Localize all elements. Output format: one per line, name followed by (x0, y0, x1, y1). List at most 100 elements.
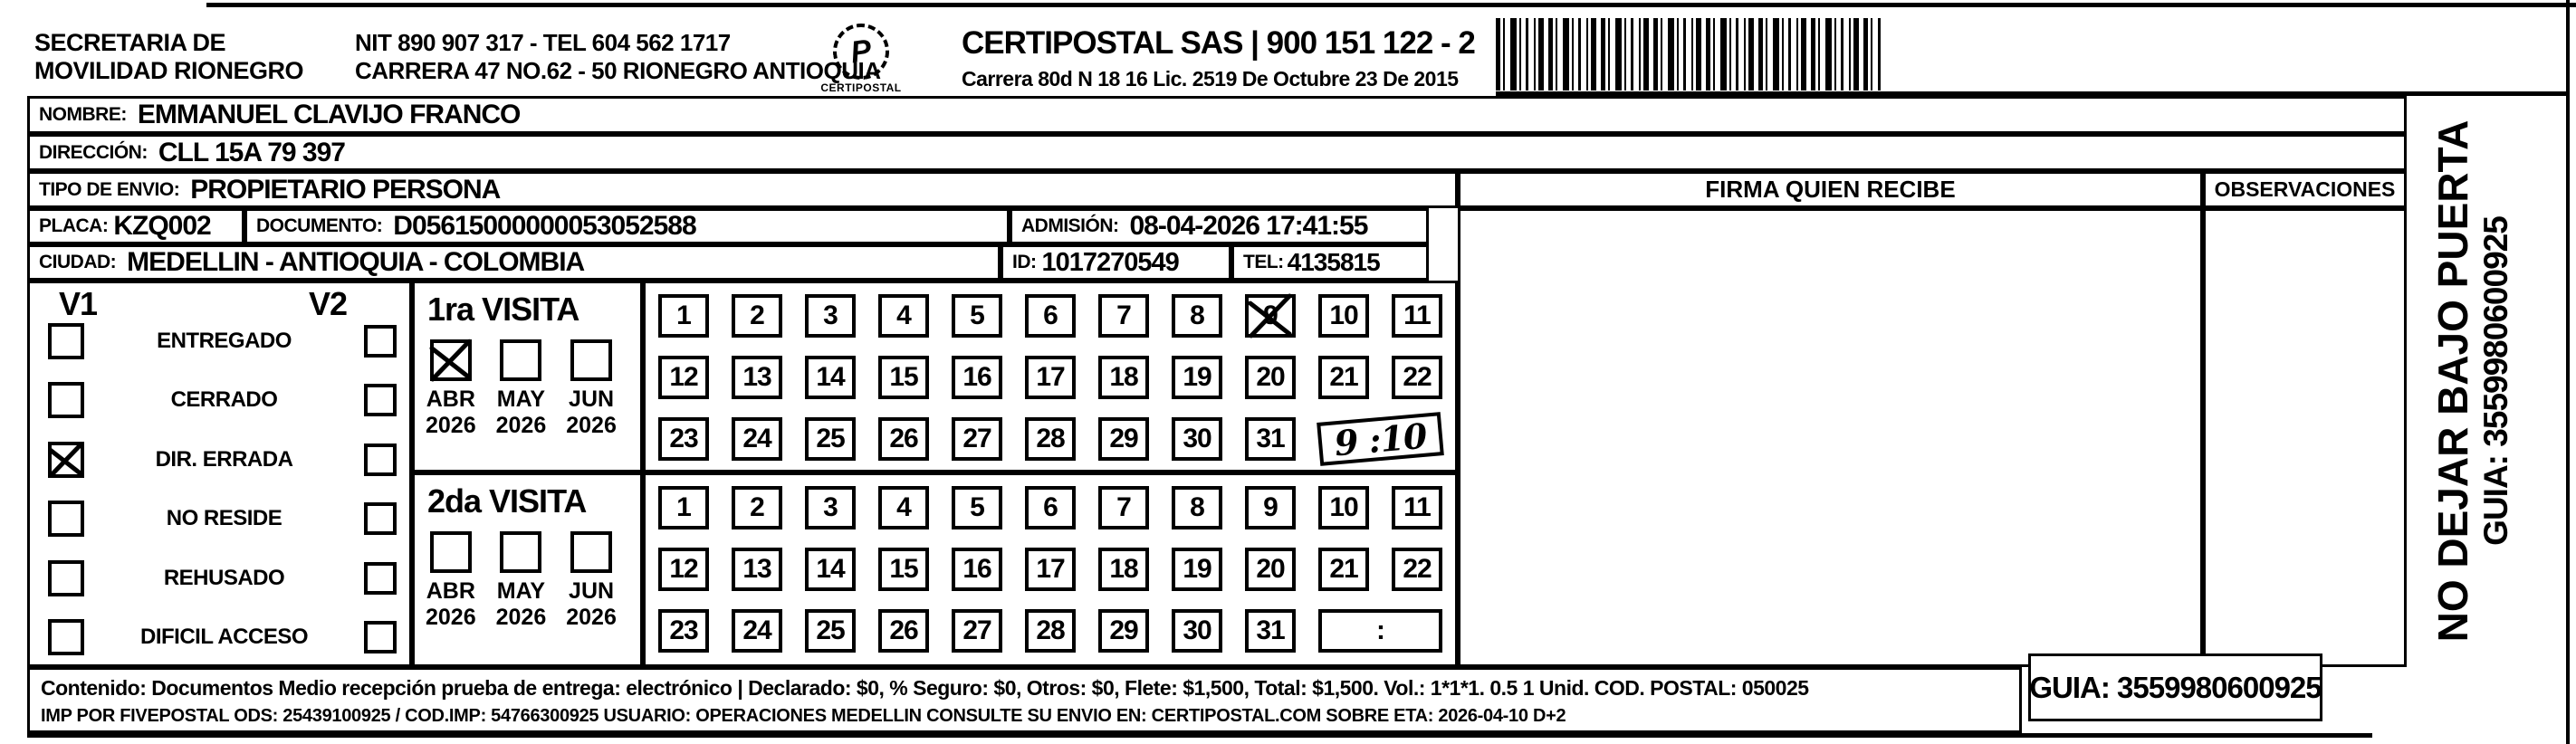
day-cell-12[interactable]: 12 (658, 548, 709, 591)
v2-checkbox[interactable] (364, 502, 397, 536)
v1-checkbox[interactable] (48, 323, 84, 359)
day-cell-28[interactable]: 28 (1025, 417, 1076, 461)
v2-checkbox[interactable] (364, 443, 397, 476)
day-cell-11[interactable]: 11 (1392, 294, 1442, 338)
right-edge-line (2566, 0, 2570, 744)
v1-checkbox[interactable] (48, 559, 84, 596)
v2-checkbox[interactable] (364, 620, 397, 653)
day-cell-24[interactable]: 24 (732, 417, 782, 461)
day-cell-16[interactable]: 16 (952, 356, 1002, 399)
day-cell-27[interactable]: 27 (952, 609, 1002, 653)
month-year: 2026 (566, 413, 617, 438)
month-checkbox-jun[interactable] (570, 531, 613, 573)
day-cell-4[interactable]: 4 (878, 486, 929, 529)
day-cell-13[interactable]: 13 (732, 356, 782, 399)
day-cell-10[interactable]: 10 (1318, 294, 1369, 338)
org-name-line1: SECRETARIA DE (34, 29, 226, 56)
day-cell-14[interactable]: 14 (805, 548, 856, 591)
day-cell-21[interactable]: 21 (1318, 548, 1369, 591)
observaciones-area[interactable] (2203, 208, 2407, 667)
day-cell-15[interactable]: 15 (878, 356, 929, 399)
status-row: ENTREGADO (48, 323, 397, 359)
day-cell-14[interactable]: 14 (805, 356, 856, 399)
day-cell-6[interactable]: 6 (1025, 486, 1076, 529)
day-cell-17[interactable]: 17 (1025, 356, 1076, 399)
day-cell-16[interactable]: 16 (952, 548, 1002, 591)
day-cell-25[interactable]: 25 (805, 417, 856, 461)
day-cell-29[interactable]: 29 (1098, 609, 1149, 653)
org-contact: NIT 890 907 317 - TEL 604 562 1717 CARRE… (355, 29, 881, 85)
day-cell-9[interactable]: 9 (1245, 294, 1296, 338)
day-cell-10[interactable]: 10 (1318, 486, 1369, 529)
day-cell-8[interactable]: 8 (1172, 294, 1222, 338)
day-cell-1[interactable]: 1 (658, 486, 709, 529)
day-cell-2[interactable]: 2 (732, 486, 782, 529)
v1-checkbox[interactable] (48, 501, 84, 538)
day-cell-11[interactable]: 11 (1392, 486, 1442, 529)
company-address: Carrera 80d N 18 16 Lic. 2519 De Octubre… (962, 67, 1459, 91)
day-cell-15[interactable]: 15 (878, 548, 929, 591)
day-cell-12[interactable]: 12 (658, 356, 709, 399)
v1-column-header: V1 (59, 285, 98, 322)
month-checkbox-abr[interactable] (429, 339, 472, 381)
day-cell-3[interactable]: 3 (805, 294, 856, 338)
day-cell-27[interactable]: 27 (952, 417, 1002, 461)
day-cell-26[interactable]: 26 (878, 609, 929, 653)
day-cell-22[interactable]: 22 (1392, 356, 1442, 399)
day-cell-5[interactable]: 5 (952, 486, 1002, 529)
certipostal-seal-icon: P (828, 19, 894, 84)
visit2-day-grid-cell: 1 2 3 4 5 6 7 8 9 10 11 12 13 14 15 16 17 18 19 20 21 22 23 24 2… (643, 472, 1458, 667)
day-cell-25[interactable]: 25 (805, 609, 856, 653)
firma-signature-area[interactable] (1458, 208, 2203, 667)
month-checkbox-jun[interactable] (570, 339, 613, 381)
day-cell-2[interactable]: 2 (732, 294, 782, 338)
v1-checkbox[interactable] (48, 618, 84, 655)
day-cell-20[interactable]: 20 (1245, 356, 1296, 399)
month-checkbox-may[interactable] (500, 339, 542, 381)
day-cell-4[interactable]: 4 (878, 294, 929, 338)
day-cell-5[interactable]: 5 (952, 294, 1002, 338)
v2-checkbox[interactable] (364, 384, 397, 417)
time-cell[interactable]: : (1318, 609, 1442, 653)
day-cell-23[interactable]: 23 (658, 609, 709, 653)
day-cell-6[interactable]: 6 (1025, 294, 1076, 338)
day-cell-30[interactable]: 30 (1172, 417, 1222, 461)
v1-checkbox[interactable] (48, 382, 84, 419)
day-cell-21[interactable]: 21 (1318, 356, 1369, 399)
v1-checkbox[interactable] (48, 441, 84, 478)
day-cell-3[interactable]: 3 (805, 486, 856, 529)
day-cell-13[interactable]: 13 (732, 548, 782, 591)
v2-checkbox[interactable] (364, 325, 397, 358)
day-cell-20[interactable]: 20 (1245, 548, 1296, 591)
day-cell-24[interactable]: 24 (732, 609, 782, 653)
cell-ciudad: CIUDAD: MEDELLIN - ANTIOQUIA - COLOMBIA (27, 244, 1001, 281)
day-cell-31[interactable]: 31 (1245, 609, 1296, 653)
day-cell-7[interactable]: 7 (1098, 294, 1149, 338)
day-cell-19[interactable]: 19 (1172, 548, 1222, 591)
day-cell-1[interactable]: 1 (658, 294, 709, 338)
day-cell-18[interactable]: 18 (1098, 356, 1149, 399)
day-cell-22[interactable]: 22 (1392, 548, 1442, 591)
visit1-day-grid: 1 2 3 4 5 6 7 8 9 10 11 12 13 14 15 16 17 18 19 20 21 22 23 24 2… (646, 283, 1444, 466)
status-label: DIFICIL ACCESO (139, 624, 309, 649)
day-cell-19[interactable]: 19 (1172, 356, 1222, 399)
day-cell-17[interactable]: 17 (1025, 548, 1076, 591)
day-cell-8[interactable]: 8 (1172, 486, 1222, 529)
day-cell-7[interactable]: 7 (1098, 486, 1149, 529)
day-cell-31[interactable]: 31 (1245, 417, 1296, 461)
visit1-day-grid-cell: 1 2 3 4 5 6 7 8 9 10 11 12 13 14 15 16 17 18 19 20 21 22 23 24 2… (643, 281, 1458, 472)
day-cell-23[interactable]: 23 (658, 417, 709, 461)
month-checkbox-abr[interactable] (429, 531, 472, 573)
day-cell-26[interactable]: 26 (878, 417, 929, 461)
day-cell-29[interactable]: 29 (1098, 417, 1149, 461)
day-cell-9[interactable]: 9 (1245, 486, 1296, 529)
time-cell[interactable]: 9 :10 (1317, 412, 1444, 466)
day-cell-28[interactable]: 28 (1025, 609, 1076, 653)
status-label: REHUSADO (163, 565, 285, 590)
status-label: CERRADO (170, 387, 278, 413)
day-cell-18[interactable]: 18 (1098, 548, 1149, 591)
v2-checkbox[interactable] (364, 561, 397, 595)
month-checkbox-may[interactable] (500, 531, 542, 573)
tipo-envio-value: PROPIETARIO PERSONA (190, 174, 501, 205)
day-cell-30[interactable]: 30 (1172, 609, 1222, 653)
